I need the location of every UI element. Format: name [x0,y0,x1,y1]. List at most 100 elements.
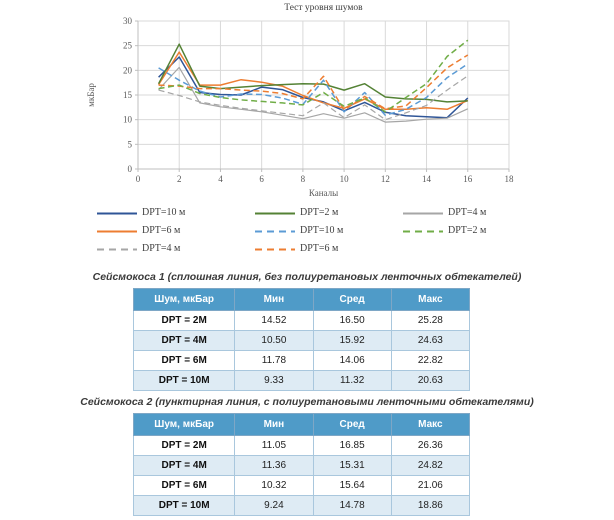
legend-label: DPT=10 м [300,225,344,236]
value-cell: 21.06 [390,475,471,496]
table-row: DPT = 10M 9.24 14.78 18.86 [132,495,471,516]
value-cell: 9.33 [234,370,314,391]
column-header: Сред [312,288,392,311]
legend-item: DPT=6 м [97,223,255,238]
y-tick-label: 5 [128,139,133,149]
table-row: DPT = 2M 11.05 16.85 26.36 [132,435,471,456]
value-cell: 22.82 [390,350,471,371]
column-header: Мин [234,288,314,311]
seismic-table-1: Шум, мкБар Мин Сред Макс DPT = 2M 14.52 16.50 2… [132,288,471,391]
x-tick-label: 10 [340,174,350,184]
value-cell: 16.85 [312,435,392,456]
row-header-cell: DPT = 4M [132,455,236,476]
y-tick-label: 15 [123,90,133,100]
value-cell: 26.36 [390,435,471,456]
y-tick-label: 20 [123,65,133,75]
legend-line-swatch [97,230,137,232]
row-header-cell: DPT = 6M [132,350,236,371]
column-header: Макс [390,413,471,436]
value-cell: 14.52 [234,310,314,331]
value-cell: 9.24 [234,495,314,516]
legend-item: DPT=2 м [403,223,537,238]
x-tick-label: 16 [463,174,473,184]
value-cell: 16.50 [312,310,392,331]
series-line-5-dashed [158,54,469,111]
legend-label: DPT=6 м [300,243,339,254]
legend-line-swatch [255,248,295,250]
column-header: Шум, мкБар [132,413,236,436]
value-cell: 10.50 [234,330,314,351]
x-tick-label: 6 [259,174,264,184]
value-cell: 20.63 [390,370,471,391]
x-tick-label: 14 [422,174,432,184]
value-cell: 18.86 [390,495,471,516]
table-header-row: Шум, мкБар Мин Сред Макс [132,413,471,436]
x-tick-label: 0 [136,174,141,184]
legend-label: DPT=10 м [142,207,186,218]
legend-label: DPT=6 м [142,225,181,236]
y-tick-label: 0 [128,164,133,174]
table-row: DPT = 2M 14.52 16.50 25.28 [132,310,471,331]
series-line-1-solid [157,51,469,111]
series-line-2-solid [157,43,468,103]
legend-label: DPT=4 м [448,207,487,218]
chart-legend: DPT=10 м DPT=2 м DPT=4 м DPT=6 м DPT=10 м DPT… [97,205,537,256]
legend-line-swatch [255,212,295,214]
value-cell: 25.28 [390,310,471,331]
x-tick-label: 8 [301,174,306,184]
table-row: DPT = 6M 11.78 14.06 22.82 [132,350,471,371]
seismic-table-2: Шум, мкБар Мин Сред Макс DPT = 2M 11.05 16.85 2… [132,413,471,516]
legend-line-swatch [403,212,443,214]
y-tick-label: 30 [123,16,133,26]
row-header-cell: DPT = 2M [132,310,236,331]
series-line-7-dashed [158,75,469,121]
row-header-cell: DPT = 6M [132,475,236,496]
table-row: DPT = 4M 11.36 15.31 24.82 [132,455,471,476]
legend-line-swatch [403,230,443,232]
legend-line-swatch [255,230,295,232]
value-cell: 10.32 [234,475,314,496]
y-axis-label: мкБар [86,83,96,107]
value-cell: 11.36 [234,455,314,476]
value-cell: 11.32 [312,370,392,391]
legend-label: DPT=2 м [300,207,339,218]
legend-item: DPT=2 м [255,205,403,220]
y-tick-label: 10 [123,115,133,125]
value-cell: 11.05 [234,435,314,456]
column-header: Мин [234,413,314,436]
row-header-cell: DPT = 2M [132,435,236,456]
value-cell: 11.78 [234,350,314,371]
column-header: Макс [390,288,471,311]
column-header: Шум, мкБар [132,288,236,311]
series-line-6-dashed [158,39,469,113]
legend-label: DPT=2 м [448,225,487,236]
x-tick-label: 18 [504,174,513,184]
legend-item: DPT=4 м [403,205,537,220]
value-cell: 15.31 [312,455,392,476]
value-cell: 15.92 [312,330,392,351]
value-cell: 14.06 [312,350,392,371]
value-cell: 14.78 [312,495,392,516]
series-line-4-dashed [158,63,469,116]
noise-level-chart: 0 2 4 6 8 10 12 14 16 18 0 5 10 15 20 25 30 Тест уровня ш… [80,0,550,200]
x-axis-label: Каналы [309,188,338,198]
x-tick-label: 12 [381,174,390,184]
x-tick-label: 2 [177,174,182,184]
x-tick-label: 4 [218,174,223,184]
chart-title: Тест уровня шумов [284,3,363,13]
table-2-title: Сейсмокоса 2 (пунктирная линия, с полиур… [80,396,534,408]
legend-item: DPT=10 м [97,205,255,220]
legend-item: DPT=10 м [255,223,403,238]
row-header-cell: DPT = 10M [132,495,236,516]
legend-line-swatch [97,212,137,214]
row-header-cell: DPT = 4M [132,330,236,351]
value-cell: 15.64 [312,475,392,496]
legend-label: DPT=4 м [142,243,181,254]
series-line-3-solid [158,66,469,123]
table-header-row: Шум, мкБар Мин Сред Макс [132,288,471,311]
table-row: DPT = 4M 10.50 15.92 24.63 [132,330,471,351]
legend-item: DPT=6 м [255,241,403,256]
noise-chart-svg: 0 2 4 6 8 10 12 14 16 18 0 5 10 15 20 25 30 Тест уровня ш… [86,3,514,198]
column-header: Сред [312,413,392,436]
row-header-cell: DPT = 10M [132,370,236,391]
